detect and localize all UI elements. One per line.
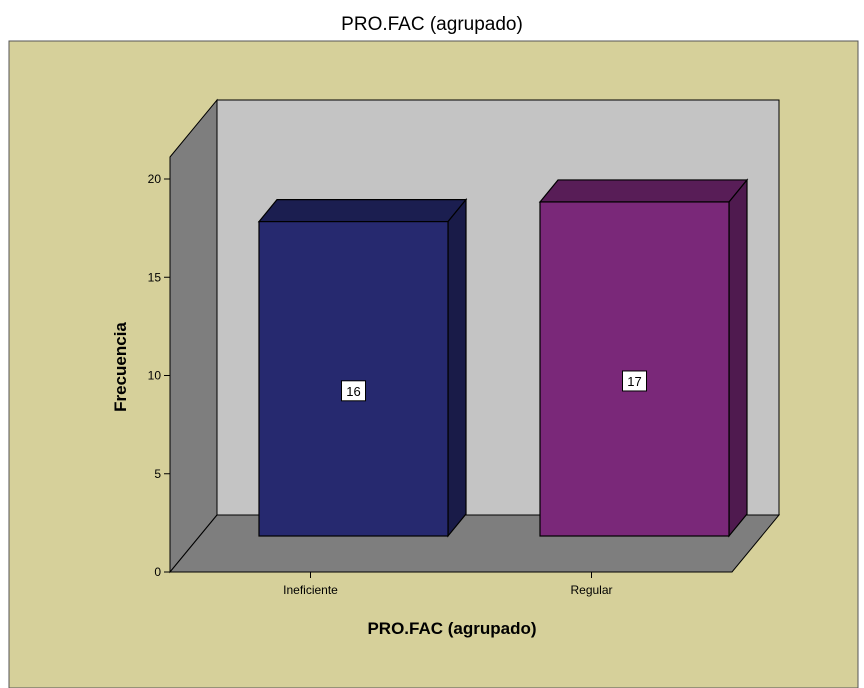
y-axis-title: Frecuencia: [111, 322, 130, 412]
bar-front-ineficiente: [258, 221, 449, 537]
data-label-box-regular: [622, 370, 647, 392]
chart-title: PRO.FAC (agrupado): [341, 14, 523, 35]
y-tick-label-20: 20: [148, 172, 162, 186]
bar-side-regular: [728, 178, 748, 538]
y-tick-label-0: 0: [154, 565, 161, 579]
bar-front-regular: [539, 201, 730, 537]
bar-regular: 17: [538, 178, 749, 538]
bar-top-regular: [538, 179, 749, 203]
bar-ineficiente: 16: [257, 197, 468, 538]
x-axis-title: PRO.FAC (agrupado): [367, 619, 536, 638]
x-tick-label-regular: Regular: [570, 583, 612, 597]
data-label-regular: 17: [627, 374, 641, 389]
bar-top-ineficiente: [257, 199, 468, 223]
data-label-box-ineficiente: [341, 380, 366, 402]
data-label-ineficiente: 16: [346, 384, 360, 399]
x-tick-label-ineficiente: Ineficiente: [283, 583, 338, 597]
x-axis: Ineficiente Regular: [170, 571, 732, 597]
side-wall: [169, 98, 218, 574]
bar-side-ineficiente: [447, 197, 467, 538]
y-axis: 0 5 10 15 20: [148, 157, 171, 579]
y-tick-label-5: 5: [154, 467, 161, 481]
y-tick-label-10: 10: [148, 369, 162, 383]
y-tick-label-15: 15: [148, 270, 162, 284]
